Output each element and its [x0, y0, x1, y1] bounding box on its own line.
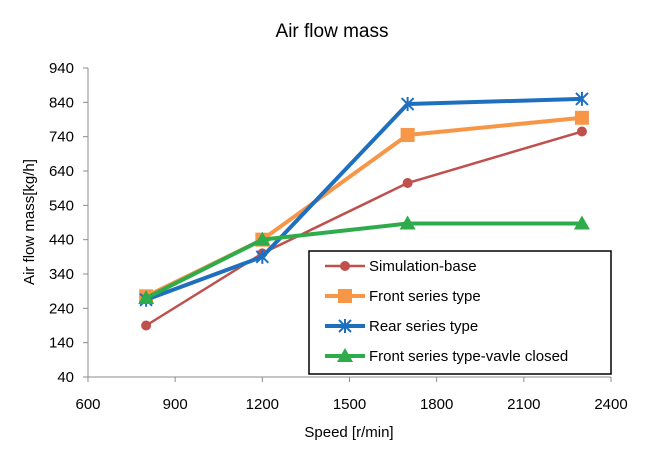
- y-tick-label: 840: [49, 94, 74, 111]
- series-layer: [138, 91, 590, 331]
- x-tick-label: 1200: [246, 396, 279, 413]
- data-point: [573, 215, 590, 230]
- legend-item: Simulation-base: [325, 258, 477, 275]
- y-tick-label: 340: [49, 266, 74, 283]
- data-point: [255, 249, 270, 264]
- x-tick-label: 1500: [333, 396, 366, 413]
- x-tick-label: 1800: [420, 396, 453, 413]
- series-1: [141, 126, 587, 331]
- legend-swatch-marker: [340, 261, 350, 271]
- data-point: [138, 290, 155, 305]
- series-line: [145, 221, 582, 300]
- data-point: [400, 127, 415, 142]
- legend-item: Front series type-vavle closed: [325, 348, 568, 365]
- legend-label: Simulation-base: [369, 258, 477, 275]
- legend-label: Front series type: [369, 288, 481, 305]
- axes: 40 140 240 340 440 540 640 740 840 940 600 900 1200 1…: [49, 60, 628, 413]
- legend-item: Rear series type: [325, 318, 478, 335]
- data-point: [575, 91, 589, 106]
- data-point: [400, 97, 415, 112]
- data-point: [402, 178, 413, 189]
- legend-box: [308, 250, 612, 375]
- y-tick-label: 240: [49, 300, 74, 317]
- data-point: [574, 110, 589, 125]
- y-tick-label: 40: [57, 369, 74, 386]
- legend-item: Front series type: [325, 288, 481, 305]
- y-tick-label: 140: [49, 335, 74, 352]
- y-tick-label: 940: [49, 60, 74, 77]
- legend-swatch-marker: [338, 319, 352, 333]
- legend: Simulation-base Front series type Rear ser…: [308, 250, 612, 375]
- x-tick-label: 900: [163, 396, 188, 413]
- series-line: [145, 96, 583, 302]
- series-line: [145, 130, 583, 327]
- data-point: [576, 126, 587, 137]
- x-tick-label: 600: [75, 396, 100, 413]
- y-axis-label: Air flow mass[kg/h]: [21, 159, 38, 285]
- legend-label: Rear series type: [369, 318, 478, 335]
- chart-title: Air flow mass: [276, 21, 389, 42]
- legend-label: Front series type-vavle closed: [369, 348, 568, 365]
- data-point: [254, 231, 271, 246]
- y-tick-label: 540: [49, 197, 74, 214]
- x-tick-label: 2400: [594, 396, 627, 413]
- y-tick-label: 640: [49, 163, 74, 180]
- legend-swatch-marker: [338, 289, 352, 303]
- y-tick-label: 740: [49, 129, 74, 146]
- y-tick-label: 440: [49, 232, 74, 249]
- x-axis-label: Speed [r/min]: [304, 424, 393, 441]
- series-4: [138, 215, 590, 305]
- legend-swatch-marker: [337, 348, 353, 362]
- data-point: [399, 215, 416, 230]
- data-point: [141, 320, 152, 331]
- x-tick-label: 2100: [507, 396, 540, 413]
